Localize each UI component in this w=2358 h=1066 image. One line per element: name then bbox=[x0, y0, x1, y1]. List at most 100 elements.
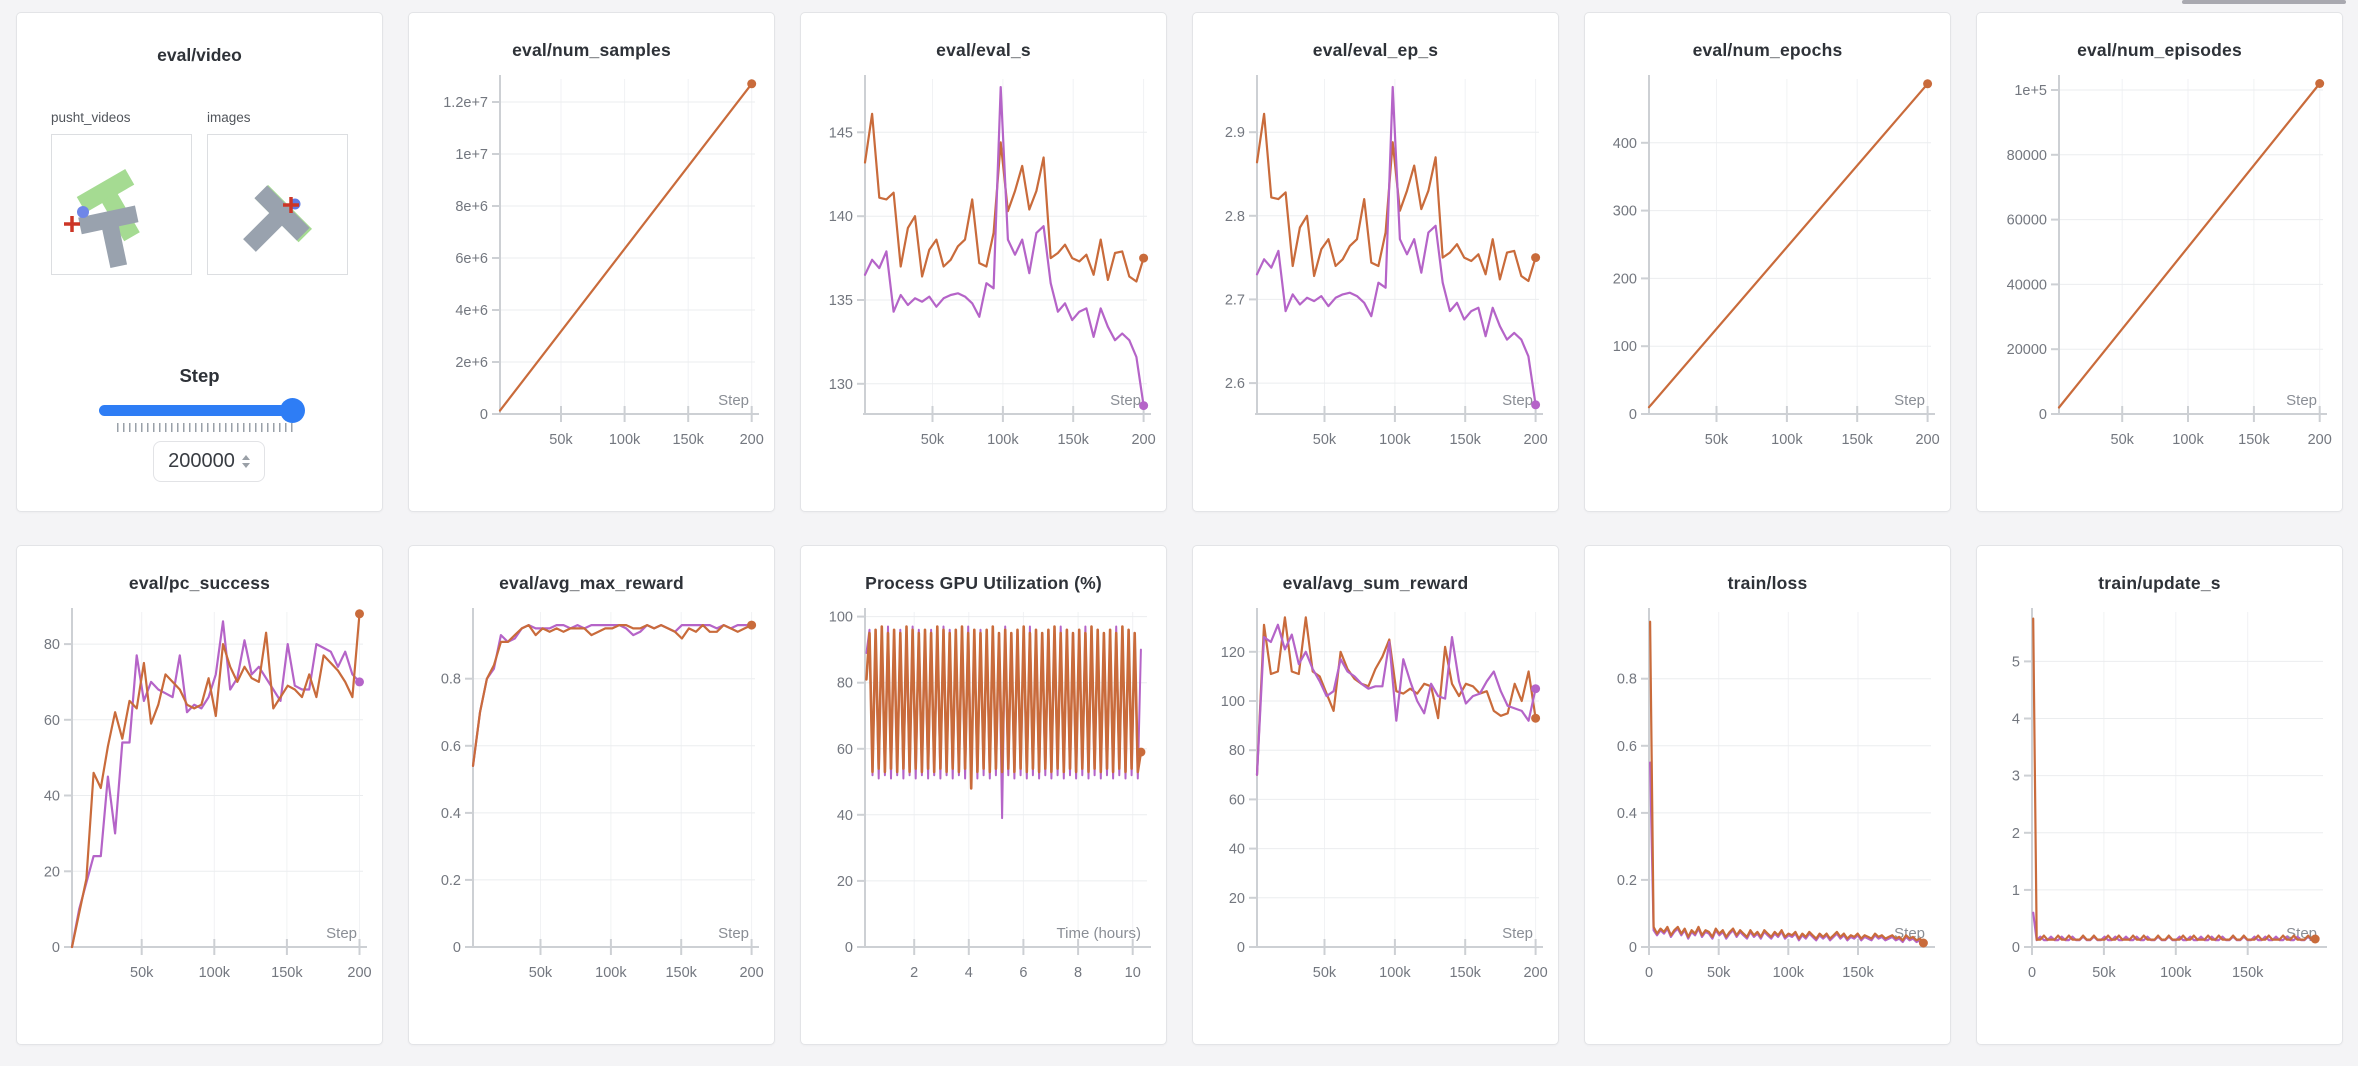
block-t-shape bbox=[78, 205, 139, 269]
chart-canvas: 0 20000 40000 60000 80000 1e+5 50k 100k 150k 200 S… bbox=[1977, 69, 2342, 469]
svg-text:40: 40 bbox=[837, 808, 853, 824]
svg-text:Step: Step bbox=[718, 392, 749, 409]
svg-text:2: 2 bbox=[2012, 826, 2020, 842]
chart-canvas: 0 20 40 60 80 100 2 4 6 8 10 Time (hours) bbox=[801, 602, 1166, 1002]
svg-text:3: 3 bbox=[2012, 769, 2020, 785]
panel-eval-pc-success[interactable]: eval/pc_success 0 20 40 60 80 50k 100k 150k 200 S… bbox=[16, 545, 383, 1045]
step-slider[interactable] bbox=[99, 398, 305, 423]
svg-text:Step: Step bbox=[1110, 392, 1141, 409]
svg-text:0.2: 0.2 bbox=[1617, 873, 1637, 889]
svg-text:150k: 150k bbox=[1842, 965, 1874, 981]
chart-title: eval/num_samples bbox=[512, 40, 671, 60]
svg-text:Step: Step bbox=[1502, 392, 1533, 409]
chart-canvas: 0 20 40 60 80 100 120 50k 100k 150k 200 Step bbox=[1193, 602, 1558, 1002]
panel-process-gpu-utilization[interactable]: Process GPU Utilization (%) 0 20 40 60 80 100… bbox=[800, 545, 1167, 1045]
svg-text:0: 0 bbox=[1629, 407, 1637, 423]
panel-eval-num-epochs[interactable]: eval/num_epochs 0 100 200 300 400 50k 100k 150k… bbox=[1584, 12, 1951, 512]
svg-text:Step: Step bbox=[1894, 925, 1925, 942]
video-thumbnail-pusht-videos[interactable] bbox=[51, 134, 192, 275]
step-slider-label: Step bbox=[179, 365, 220, 386]
goal-cross-icon bbox=[283, 197, 299, 213]
svg-text:0: 0 bbox=[2039, 407, 2047, 423]
svg-text:20: 20 bbox=[44, 864, 60, 880]
svg-text:100k: 100k bbox=[987, 432, 1019, 448]
svg-text:150k: 150k bbox=[1449, 965, 1481, 981]
svg-text:100k: 100k bbox=[595, 965, 627, 981]
chart-canvas: 2.6 2.7 2.8 2.9 50k 100k 150k 200 Step bbox=[1193, 69, 1558, 469]
panel-eval-video[interactable]: eval/video pusht_videos images bbox=[16, 12, 383, 512]
chart-svg[interactable]: 0 0.2 0.4 0.6 0.8 0 50k 100k 150k Step bbox=[1592, 602, 1943, 1002]
chart-svg[interactable]: 0 100 200 300 400 50k 100k 150k 200 Step bbox=[1592, 69, 1943, 469]
svg-text:2e+6: 2e+6 bbox=[455, 355, 488, 371]
svg-text:0: 0 bbox=[52, 940, 60, 956]
svg-text:0: 0 bbox=[1645, 965, 1653, 981]
svg-text:4: 4 bbox=[2012, 712, 2020, 728]
svg-text:100: 100 bbox=[1613, 339, 1637, 355]
svg-text:300: 300 bbox=[1613, 204, 1637, 220]
block-t-shape bbox=[243, 185, 310, 252]
svg-text:50k: 50k bbox=[2092, 965, 2116, 981]
svg-text:6e+6: 6e+6 bbox=[455, 251, 488, 267]
panel-eval-eval-s[interactable]: eval/eval_s 130 135 140 145 50k 100k 150k 200 St… bbox=[800, 12, 1167, 512]
panel-train-update-s[interactable]: train/update_s 0 1 2 3 4 5 0 50k 100k 150k Step bbox=[1976, 545, 2343, 1045]
svg-text:40: 40 bbox=[1229, 842, 1245, 858]
svg-text:20: 20 bbox=[1229, 891, 1245, 907]
chart-svg[interactable]: 0 20 40 60 80 100 120 50k 100k 150k 200 Step bbox=[1200, 602, 1551, 1002]
svg-text:0: 0 bbox=[453, 940, 461, 956]
chart-title: eval/num_epochs bbox=[1692, 40, 1843, 60]
svg-text:5: 5 bbox=[2012, 654, 2020, 670]
chart-canvas: 0 0.2 0.4 0.6 0.8 50k 100k 150k 200 Step bbox=[409, 602, 774, 1002]
panel-eval-num-episodes[interactable]: eval/num_episodes 0 20000 40000 60000 80000 1… bbox=[1976, 12, 2343, 512]
chart-svg[interactable]: 0 20 40 60 80 100 2 4 6 8 10 Time (hours) bbox=[808, 602, 1159, 1002]
svg-text:0.6: 0.6 bbox=[441, 739, 461, 755]
chart-svg[interactable]: 0 20 40 60 80 50k 100k 150k 200 Step bbox=[24, 602, 375, 1002]
svg-text:100k: 100k bbox=[1379, 432, 1411, 448]
panel-eval-eval-ep-s[interactable]: eval/eval_ep_s 2.6 2.7 2.8 2.9 50k 100k 150k 20… bbox=[1192, 12, 1559, 512]
chart-svg[interactable]: 0 20000 40000 60000 80000 1e+5 50k 100k 150k 200 S… bbox=[1984, 69, 2335, 469]
chart-canvas: 0 0.2 0.4 0.6 0.8 0 50k 100k 150k Step bbox=[1585, 602, 1950, 1002]
svg-text:0: 0 bbox=[1629, 940, 1637, 956]
horizontal-scrollbar[interactable] bbox=[2182, 0, 2346, 4]
stepper-up-icon[interactable] bbox=[241, 455, 250, 460]
svg-text:0.8: 0.8 bbox=[441, 672, 461, 688]
panel-eval-avg-sum-reward[interactable]: eval/avg_sum_reward 0 20 40 60 80 100 120 50k 10… bbox=[1192, 545, 1559, 1045]
svg-text:140: 140 bbox=[829, 209, 853, 225]
panel-title: eval/video bbox=[157, 45, 242, 65]
stepper-down-icon[interactable] bbox=[241, 463, 250, 468]
svg-text:100k: 100k bbox=[2160, 965, 2192, 981]
svg-text:50k: 50k bbox=[1313, 432, 1337, 448]
chart-svg[interactable]: 0 2e+6 4e+6 6e+6 8e+6 1e+7 1.2e+7 50k 100k 150k 20… bbox=[416, 69, 767, 469]
chart-svg[interactable]: 130 135 140 145 50k 100k 150k 200 Step bbox=[808, 69, 1159, 469]
svg-text:Step: Step bbox=[718, 925, 749, 942]
svg-text:0: 0 bbox=[1237, 940, 1245, 956]
svg-text:8e+6: 8e+6 bbox=[455, 199, 488, 215]
stepper bbox=[241, 455, 250, 468]
slider-ticks bbox=[117, 423, 297, 432]
svg-text:1.2e+7: 1.2e+7 bbox=[443, 95, 488, 111]
chart-title: Process GPU Utilization (%) bbox=[865, 573, 1102, 593]
chart-canvas: 0 1 2 3 4 5 0 50k 100k 150k Step bbox=[1977, 602, 2342, 1002]
svg-text:100k: 100k bbox=[1379, 965, 1411, 981]
step-value: 200000 bbox=[168, 450, 235, 472]
svg-text:150k: 150k bbox=[1449, 432, 1481, 448]
slider-knob[interactable] bbox=[280, 398, 305, 423]
svg-text:200: 200 bbox=[1523, 965, 1547, 981]
panel-eval-avg-max-reward[interactable]: eval/avg_max_reward 0 0.2 0.4 0.6 0.8 50k 100k… bbox=[408, 545, 775, 1045]
video-thumbnail-images[interactable] bbox=[207, 134, 348, 275]
svg-text:1e+5: 1e+5 bbox=[2014, 83, 2047, 99]
svg-text:130: 130 bbox=[829, 377, 853, 393]
svg-text:8: 8 bbox=[1074, 965, 1082, 981]
chart-title: eval/avg_sum_reward bbox=[1282, 573, 1469, 593]
svg-text:20000: 20000 bbox=[2007, 342, 2047, 358]
chart-svg[interactable]: 2.6 2.7 2.8 2.9 50k 100k 150k 200 Step bbox=[1200, 69, 1551, 469]
svg-text:400: 400 bbox=[1613, 136, 1637, 152]
panel-train-loss[interactable]: train/loss 0 0.2 0.4 0.6 0.8 0 50k 100k 150k Step bbox=[1584, 545, 1951, 1045]
svg-text:Step: Step bbox=[326, 925, 357, 942]
svg-text:150k: 150k bbox=[1841, 432, 1873, 448]
chart-svg[interactable]: 0 0.2 0.4 0.6 0.8 50k 100k 150k 200 Step bbox=[416, 602, 767, 1002]
chart-title: eval/pc_success bbox=[128, 573, 271, 593]
svg-text:0: 0 bbox=[2012, 940, 2020, 956]
panel-eval-num-samples[interactable]: eval/num_samples 0 2e+6 4e+6 6e+6 8e+6 1e+7 1.… bbox=[408, 12, 775, 512]
step-value-input[interactable]: 200000 bbox=[153, 441, 265, 482]
